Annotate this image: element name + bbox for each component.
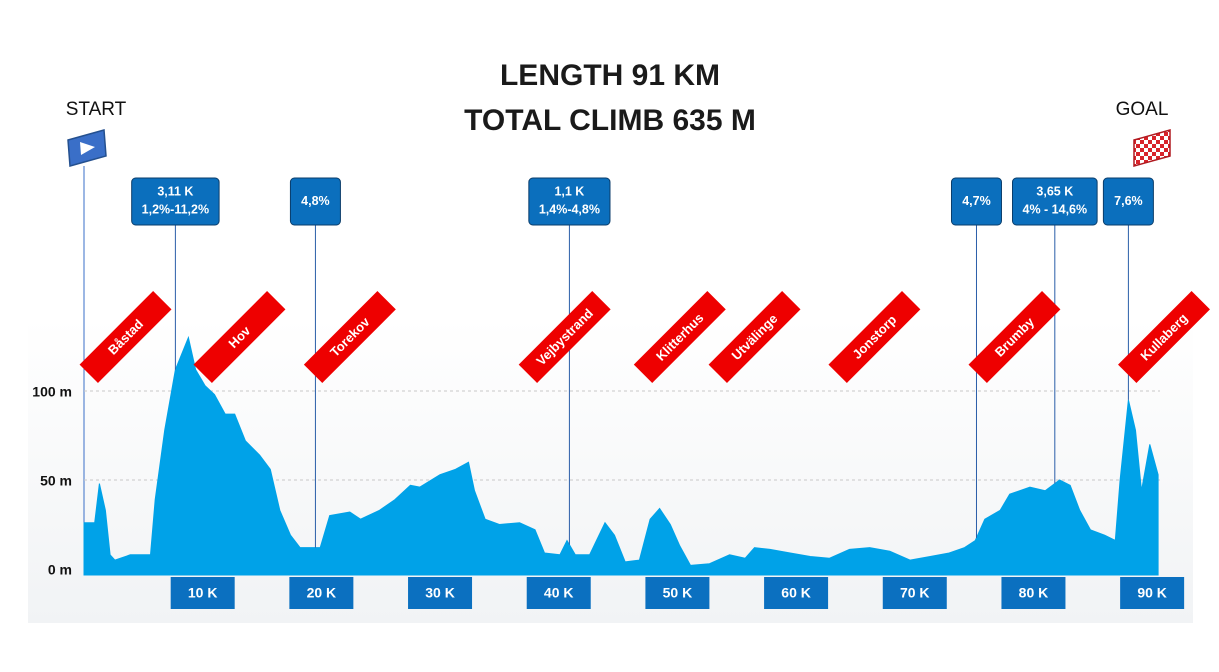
callout-box <box>950 177 1002 226</box>
elevation-area <box>83 335 1159 576</box>
place-tag-box <box>708 291 801 383</box>
y-tick-label: 0 m <box>48 562 72 578</box>
callout-text: 4,7% <box>962 194 991 208</box>
chart-title: LENGTH 91 KM <box>500 59 720 92</box>
x-tick-label: 80 K <box>1019 585 1049 601</box>
place-tag-box <box>968 291 1061 383</box>
callout-text: 4% - 14,6% <box>1023 202 1088 216</box>
x-tick-box <box>170 577 235 609</box>
x-tick-box <box>408 577 473 609</box>
x-tick-label: 10 K <box>188 585 218 601</box>
x-tick-label: 20 K <box>307 585 337 601</box>
x-tick-box <box>289 577 354 609</box>
place-tag-box <box>518 291 611 383</box>
callout-text: 7,6% <box>1114 194 1143 208</box>
x-tick-label: 50 K <box>663 585 693 601</box>
callout-text: 1,2%-11,2% <box>142 202 209 216</box>
x-tick-label: 40 K <box>544 585 574 601</box>
x-tick-label: 30 K <box>425 585 455 601</box>
start-icon <box>67 129 107 167</box>
x-tick-label: 60 K <box>781 585 811 601</box>
place-tag-box <box>79 291 172 383</box>
chart-title: TOTAL CLIMB 635 M <box>464 104 756 137</box>
callout-box <box>528 177 611 226</box>
x-tick-box <box>645 577 710 609</box>
callout-box <box>289 177 341 226</box>
callout-text: 4,8% <box>301 194 330 208</box>
place-tag-box <box>303 291 396 383</box>
goal-label: GOAL <box>1116 99 1169 120</box>
place-tag-box <box>633 291 726 383</box>
callout-text: 3,65 K <box>1036 184 1073 198</box>
place-tag-box <box>193 291 286 383</box>
x-tick-box <box>1120 577 1185 609</box>
x-tick-label: 70 K <box>900 585 930 601</box>
callout-text: 1,1 K <box>554 184 584 198</box>
x-tick-box <box>526 577 591 609</box>
x-tick-box <box>882 577 947 609</box>
y-tick-label: 50 m <box>40 473 72 489</box>
place-tag-box <box>1118 291 1210 383</box>
y-tick-label: 100 m <box>32 384 72 400</box>
place-tag-box <box>828 291 921 383</box>
callout-box <box>1102 177 1154 226</box>
callout-text: 3,11 K <box>157 184 193 198</box>
callout-box <box>131 177 220 226</box>
start-label: START <box>66 99 127 120</box>
x-tick-label: 90 K <box>1137 585 1167 601</box>
callout-box <box>1012 177 1098 226</box>
x-tick-box <box>1001 577 1066 609</box>
callout-text: 1,4%-4,8% <box>539 202 600 216</box>
x-tick-box <box>764 577 829 609</box>
goal-icon <box>1133 129 1171 167</box>
